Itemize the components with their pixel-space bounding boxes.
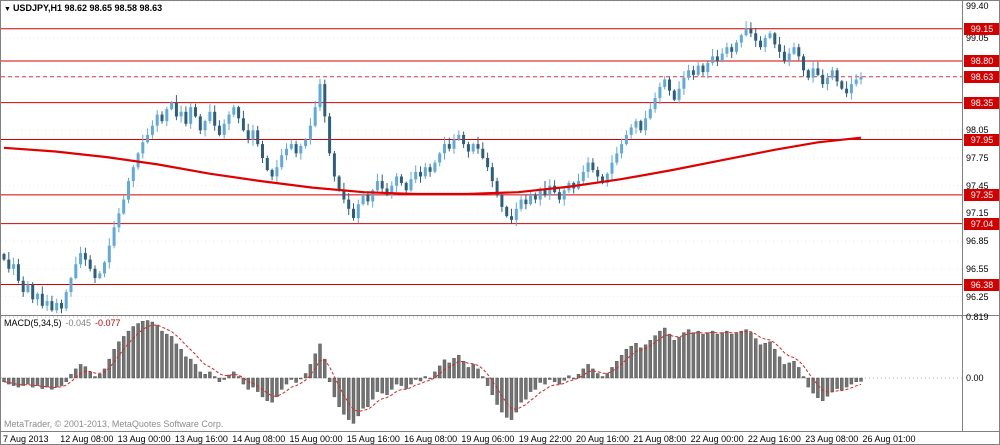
price-tick-label: 96.55 (966, 263, 989, 274)
time-tick-label: 23 Aug 08:00 (805, 434, 859, 444)
ohlc-values: 98.62 98.65 98.58 98.63 (64, 3, 163, 13)
moving-average-line (3, 136, 862, 196)
level-price-box: 98.80 (964, 55, 999, 68)
level-price-box: 96.38 (964, 278, 999, 291)
panel-separator-bottom (1, 431, 999, 432)
price-tick-label: 97.15 (966, 208, 989, 219)
macd-plot[interactable] (1, 316, 962, 431)
price-tick-label: 96.25 (966, 291, 989, 302)
axis-separator-vertical (962, 1, 963, 432)
price-chart-area[interactable] (1, 1, 962, 315)
time-axis[interactable]: 7 Aug 2013 12 Aug 08:00 13 Aug 00:00 13 Aug… (1, 432, 999, 444)
price-tick-label: 99.40 (966, 0, 989, 11)
time-tick-label: 19 Aug 22:00 (518, 434, 572, 444)
time-tick-label: 16 Aug 08:00 (404, 434, 458, 444)
symbol-label: USDJPY,H1 (12, 3, 62, 13)
price-tick-label: 96.85 (966, 236, 989, 247)
macd-main-value: -0.045 (65, 318, 92, 328)
time-tick-label: 15 Aug 00:00 (289, 434, 343, 444)
macd-name: MACD(5,34,5) (4, 318, 62, 328)
macd-signal-line (3, 324, 862, 413)
macd-histogram (2, 320, 863, 424)
price-tick-label: 97.45 (966, 180, 989, 191)
level-price-box: 97.35 (964, 188, 999, 201)
time-tick-label: 15 Aug 16:00 (346, 434, 400, 444)
price-tick-label: 99.05 (966, 32, 989, 43)
candlestick-plot[interactable] (1, 1, 962, 315)
level-price-box: 97.04 (964, 217, 999, 230)
current-price-box: 98.63 (964, 70, 999, 83)
macd-tick-label: 0.819 (966, 312, 989, 322)
macd-panel[interactable] (1, 316, 962, 431)
candles-series (2, 21, 863, 314)
level-price-box: 99.15 (964, 22, 999, 35)
symbol-marker-icon: ▼ (4, 6, 11, 13)
time-tick-label: 19 Aug 06:00 (461, 434, 515, 444)
chart-title: ▼ USDJPY,H1 98.62 98.65 98.58 98.63 (4, 3, 162, 13)
time-tick-label: 20 Aug 16:00 (576, 434, 630, 444)
level-price-box: 97.95 (964, 133, 999, 146)
macd-signal-value: -0.077 (95, 318, 121, 328)
time-tick-label: 22 Aug 00:00 (690, 434, 744, 444)
time-tick-label: 13 Aug 16:00 (174, 434, 228, 444)
level-price-box: 98.35 (964, 96, 999, 109)
time-tick-label: 22 Aug 16:00 (747, 434, 801, 444)
time-tick-label: 7 Aug 2013 (3, 434, 49, 444)
price-tick-label: 98.05 (966, 125, 989, 136)
macd-tick-label: 0.00 (966, 373, 984, 383)
time-tick-label: 14 Aug 08:00 (232, 434, 286, 444)
price-tick-label: 97.75 (966, 153, 989, 163)
copyright-text: MetaTrader, © 2001-2013, MetaQuotes Soft… (4, 419, 224, 429)
time-tick-label: 26 Aug 01:00 (862, 434, 916, 444)
time-tick-label: 12 Aug 08:00 (60, 434, 114, 444)
price-axis[interactable]: 99.40 99.05 98.05 97.75 97.45 97.15 96.85 96.55… (963, 0, 999, 432)
panel-separator-top[interactable] (1, 315, 999, 316)
time-tick-label: 13 Aug 00:00 (117, 434, 171, 444)
macd-indicator-label: MACD(5,34,5) -0.045 -0.077 (4, 318, 121, 328)
time-tick-label: 21 Aug 08:00 (633, 434, 687, 444)
